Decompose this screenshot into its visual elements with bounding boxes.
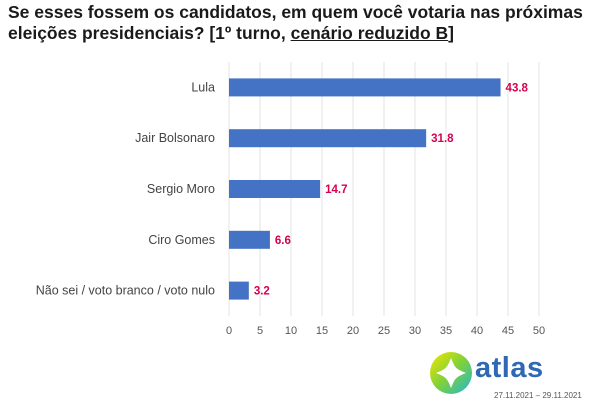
- bar: [229, 78, 501, 97]
- x-tick-label: 0: [226, 325, 232, 337]
- category-label: Ciro Gomes: [148, 233, 215, 247]
- category-label: Jair Bolsonaro: [135, 131, 215, 145]
- title-underlined-text: cenário reduzido B: [290, 23, 449, 43]
- category-label: Lula: [191, 80, 215, 94]
- bar: [229, 230, 270, 249]
- value-label: 14.7: [325, 184, 347, 196]
- x-tick-label: 25: [378, 325, 390, 337]
- date-range: 27.11.2021 – 29.11.2021: [494, 391, 582, 400]
- atlas-logo-icon: [430, 352, 472, 394]
- brand-name: atlas: [475, 352, 544, 384]
- category-label: Sergio Moro: [147, 182, 215, 196]
- title-close-bracket: ]: [448, 23, 454, 43]
- x-tick-label: 10: [285, 325, 297, 337]
- value-label: 3.2: [254, 286, 270, 298]
- value-label: 43.8: [506, 82, 529, 94]
- x-tick-label: 40: [471, 325, 483, 337]
- bar: [229, 281, 249, 300]
- title-text: Se esses fossem os candidatos, em quem v…: [8, 2, 583, 43]
- x-tick-label: 15: [316, 325, 328, 337]
- x-tick-label: 45: [502, 325, 514, 337]
- bar: [229, 129, 427, 148]
- x-tick-label: 30: [409, 325, 421, 337]
- x-tick-label: 50: [533, 325, 545, 337]
- category-label: Não sei / voto branco / voto nulo: [36, 284, 215, 298]
- value-label: 6.6: [275, 235, 291, 247]
- x-tick-label: 5: [257, 325, 263, 337]
- bar: [229, 180, 321, 198]
- x-tick-label: 35: [440, 325, 452, 337]
- x-tick-label: 20: [347, 325, 359, 337]
- chart-title: Se esses fossem os candidatos, em quem v…: [8, 2, 593, 44]
- value-label: 31.8: [431, 133, 454, 145]
